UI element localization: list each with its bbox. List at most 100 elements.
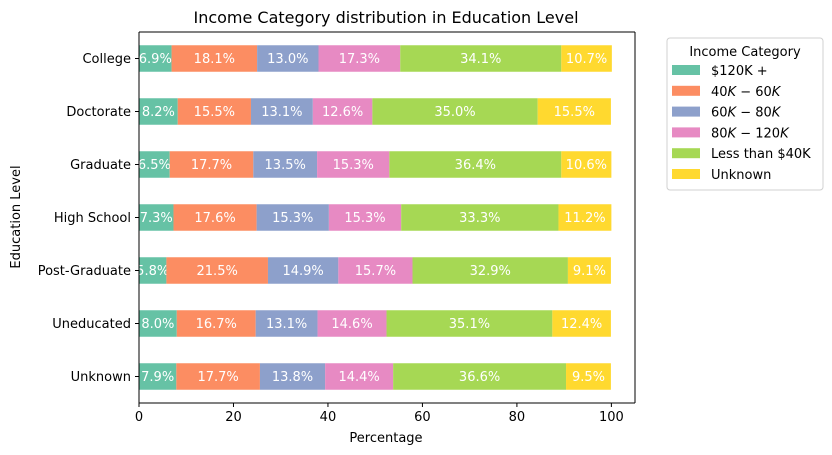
bar-value-label: 7.3%	[140, 211, 173, 226]
bar-segment	[139, 310, 177, 337]
legend-entry-label: 60K − 80K	[711, 106, 782, 121]
bar-segment	[267, 257, 339, 284]
bar-value-label: 8.2%	[142, 105, 175, 120]
bar-value-label: 15.3%	[344, 211, 385, 226]
bar-value-label: 15.3%	[272, 211, 313, 226]
bar-value-label: 13.1%	[266, 317, 307, 332]
bar-segment	[176, 363, 260, 390]
bar-segment	[552, 310, 611, 337]
x-tick-label: 80	[509, 410, 526, 425]
bar-value-label: 15.3%	[333, 158, 374, 173]
bar-value-label: 5.8%	[136, 264, 169, 279]
bar-value-label: 21.5%	[197, 264, 238, 279]
bar-value-label: 11.2%	[564, 211, 605, 226]
bar-value-label: 36.6%	[459, 370, 500, 385]
bar-segment	[257, 45, 319, 72]
bar-segment	[372, 98, 538, 125]
bar-segment	[328, 204, 402, 231]
bar-value-label: 14.9%	[282, 264, 323, 279]
bar-segment	[250, 98, 313, 125]
bar-value-label: 15.7%	[355, 264, 396, 279]
bar-value-label: 9.1%	[573, 264, 606, 279]
plot-area: 6.9% 18.1% 13.0% 17.3% 34.1% 10.7% 8.2% 15.5% 13…	[136, 31, 636, 404]
bar-segment	[169, 151, 254, 178]
y-tick-label: High School	[54, 211, 131, 226]
bar-segment	[561, 151, 612, 178]
bar-value-label: 17.6%	[194, 211, 235, 226]
y-tick-label: Graduate	[70, 158, 131, 173]
bar-segment	[166, 257, 268, 284]
bar-segment	[255, 310, 318, 337]
bar-segment	[558, 204, 612, 231]
legend-swatch	[672, 65, 700, 75]
legend-entry-label: $120K +	[711, 64, 768, 79]
bar-segment	[139, 257, 167, 284]
x-tick-label: 60	[414, 410, 431, 425]
bar-segment	[389, 151, 562, 178]
legend-title: Income Category	[689, 45, 801, 60]
bar-segment	[139, 45, 172, 72]
y-tick-label: Doctorate	[66, 105, 131, 120]
bar-segment	[171, 45, 258, 72]
legend-swatch	[672, 106, 700, 117]
y-axis-label: Education Level	[9, 165, 24, 268]
y-tick-label: Uneducated	[52, 317, 131, 332]
x-tick-label: 100	[599, 410, 624, 425]
y-tick-label: Post-Graduate	[38, 264, 131, 279]
legend-entry-label: 40K − 60K	[711, 85, 782, 100]
bar-value-label: 12.4%	[561, 317, 602, 332]
bar-segment	[139, 151, 170, 178]
bar-segment	[561, 45, 612, 72]
bar-value-label: 7.9%	[141, 370, 174, 385]
bar-value-label: 14.6%	[331, 317, 372, 332]
bar-segment	[401, 204, 559, 231]
bar-value-label: 16.7%	[196, 317, 237, 332]
bar-segment	[325, 363, 394, 390]
x-tick-label: 40	[320, 410, 337, 425]
bar-segment	[393, 363, 567, 390]
bar-value-label: 8.0%	[141, 317, 174, 332]
bar-value-label: 34.1%	[460, 52, 501, 67]
bar-value-label: 32.9%	[470, 264, 511, 279]
legend-swatch	[672, 169, 700, 179]
bar-value-label: 35.1%	[449, 317, 490, 332]
bar-value-label: 17.3%	[339, 52, 380, 67]
bar-value-label: 15.5%	[194, 105, 235, 120]
bar-segment	[253, 151, 318, 178]
bar-value-label: 36.4%	[455, 158, 496, 173]
bar-segment	[338, 257, 413, 284]
legend-frame	[666, 37, 824, 191]
bar-value-label: 12.6%	[322, 105, 363, 120]
legend-entry-label: Unknown	[711, 168, 771, 183]
bar-segment	[317, 151, 390, 178]
bar-segment	[317, 310, 387, 337]
x-axis: 0 20 40 60 80 100	[135, 403, 624, 425]
x-axis-label: Percentage	[349, 431, 422, 446]
bar-value-label: 13.5%	[265, 158, 306, 173]
bar-segment	[173, 204, 257, 231]
bar-segment	[400, 45, 562, 72]
x-tick-label: 0	[135, 410, 143, 425]
bar-segment	[412, 257, 568, 284]
bar-segment	[259, 363, 326, 390]
y-axis: College Doctorate Graduate High School Post-…	[38, 52, 139, 385]
bar-segment	[256, 204, 329, 231]
bar-value-label: 6.9%	[139, 52, 172, 67]
bar-value-label: 10.6%	[566, 158, 607, 173]
legend-entry-label: 80K − 120K	[711, 126, 790, 141]
bar-segment	[386, 310, 553, 337]
bar-value-label: 13.1%	[261, 105, 302, 120]
bar-value-label: 14.4%	[338, 370, 379, 385]
bar-value-label: 35.0%	[434, 105, 475, 120]
bar-value-label: 10.7%	[566, 52, 607, 67]
legend: Income Category $120K + 40K − 60K 60K − 80…	[666, 37, 824, 191]
bar-segment	[312, 98, 373, 125]
bar-value-label: 15.5%	[554, 105, 595, 120]
bar-segment	[567, 257, 611, 284]
bar-segment	[139, 204, 174, 231]
bar-value-label: 6.5%	[138, 158, 171, 173]
bar-value-label: 13.8%	[272, 370, 313, 385]
chart-title: Income Category distribution in Educatio…	[193, 8, 578, 27]
bar-segment	[139, 363, 177, 390]
